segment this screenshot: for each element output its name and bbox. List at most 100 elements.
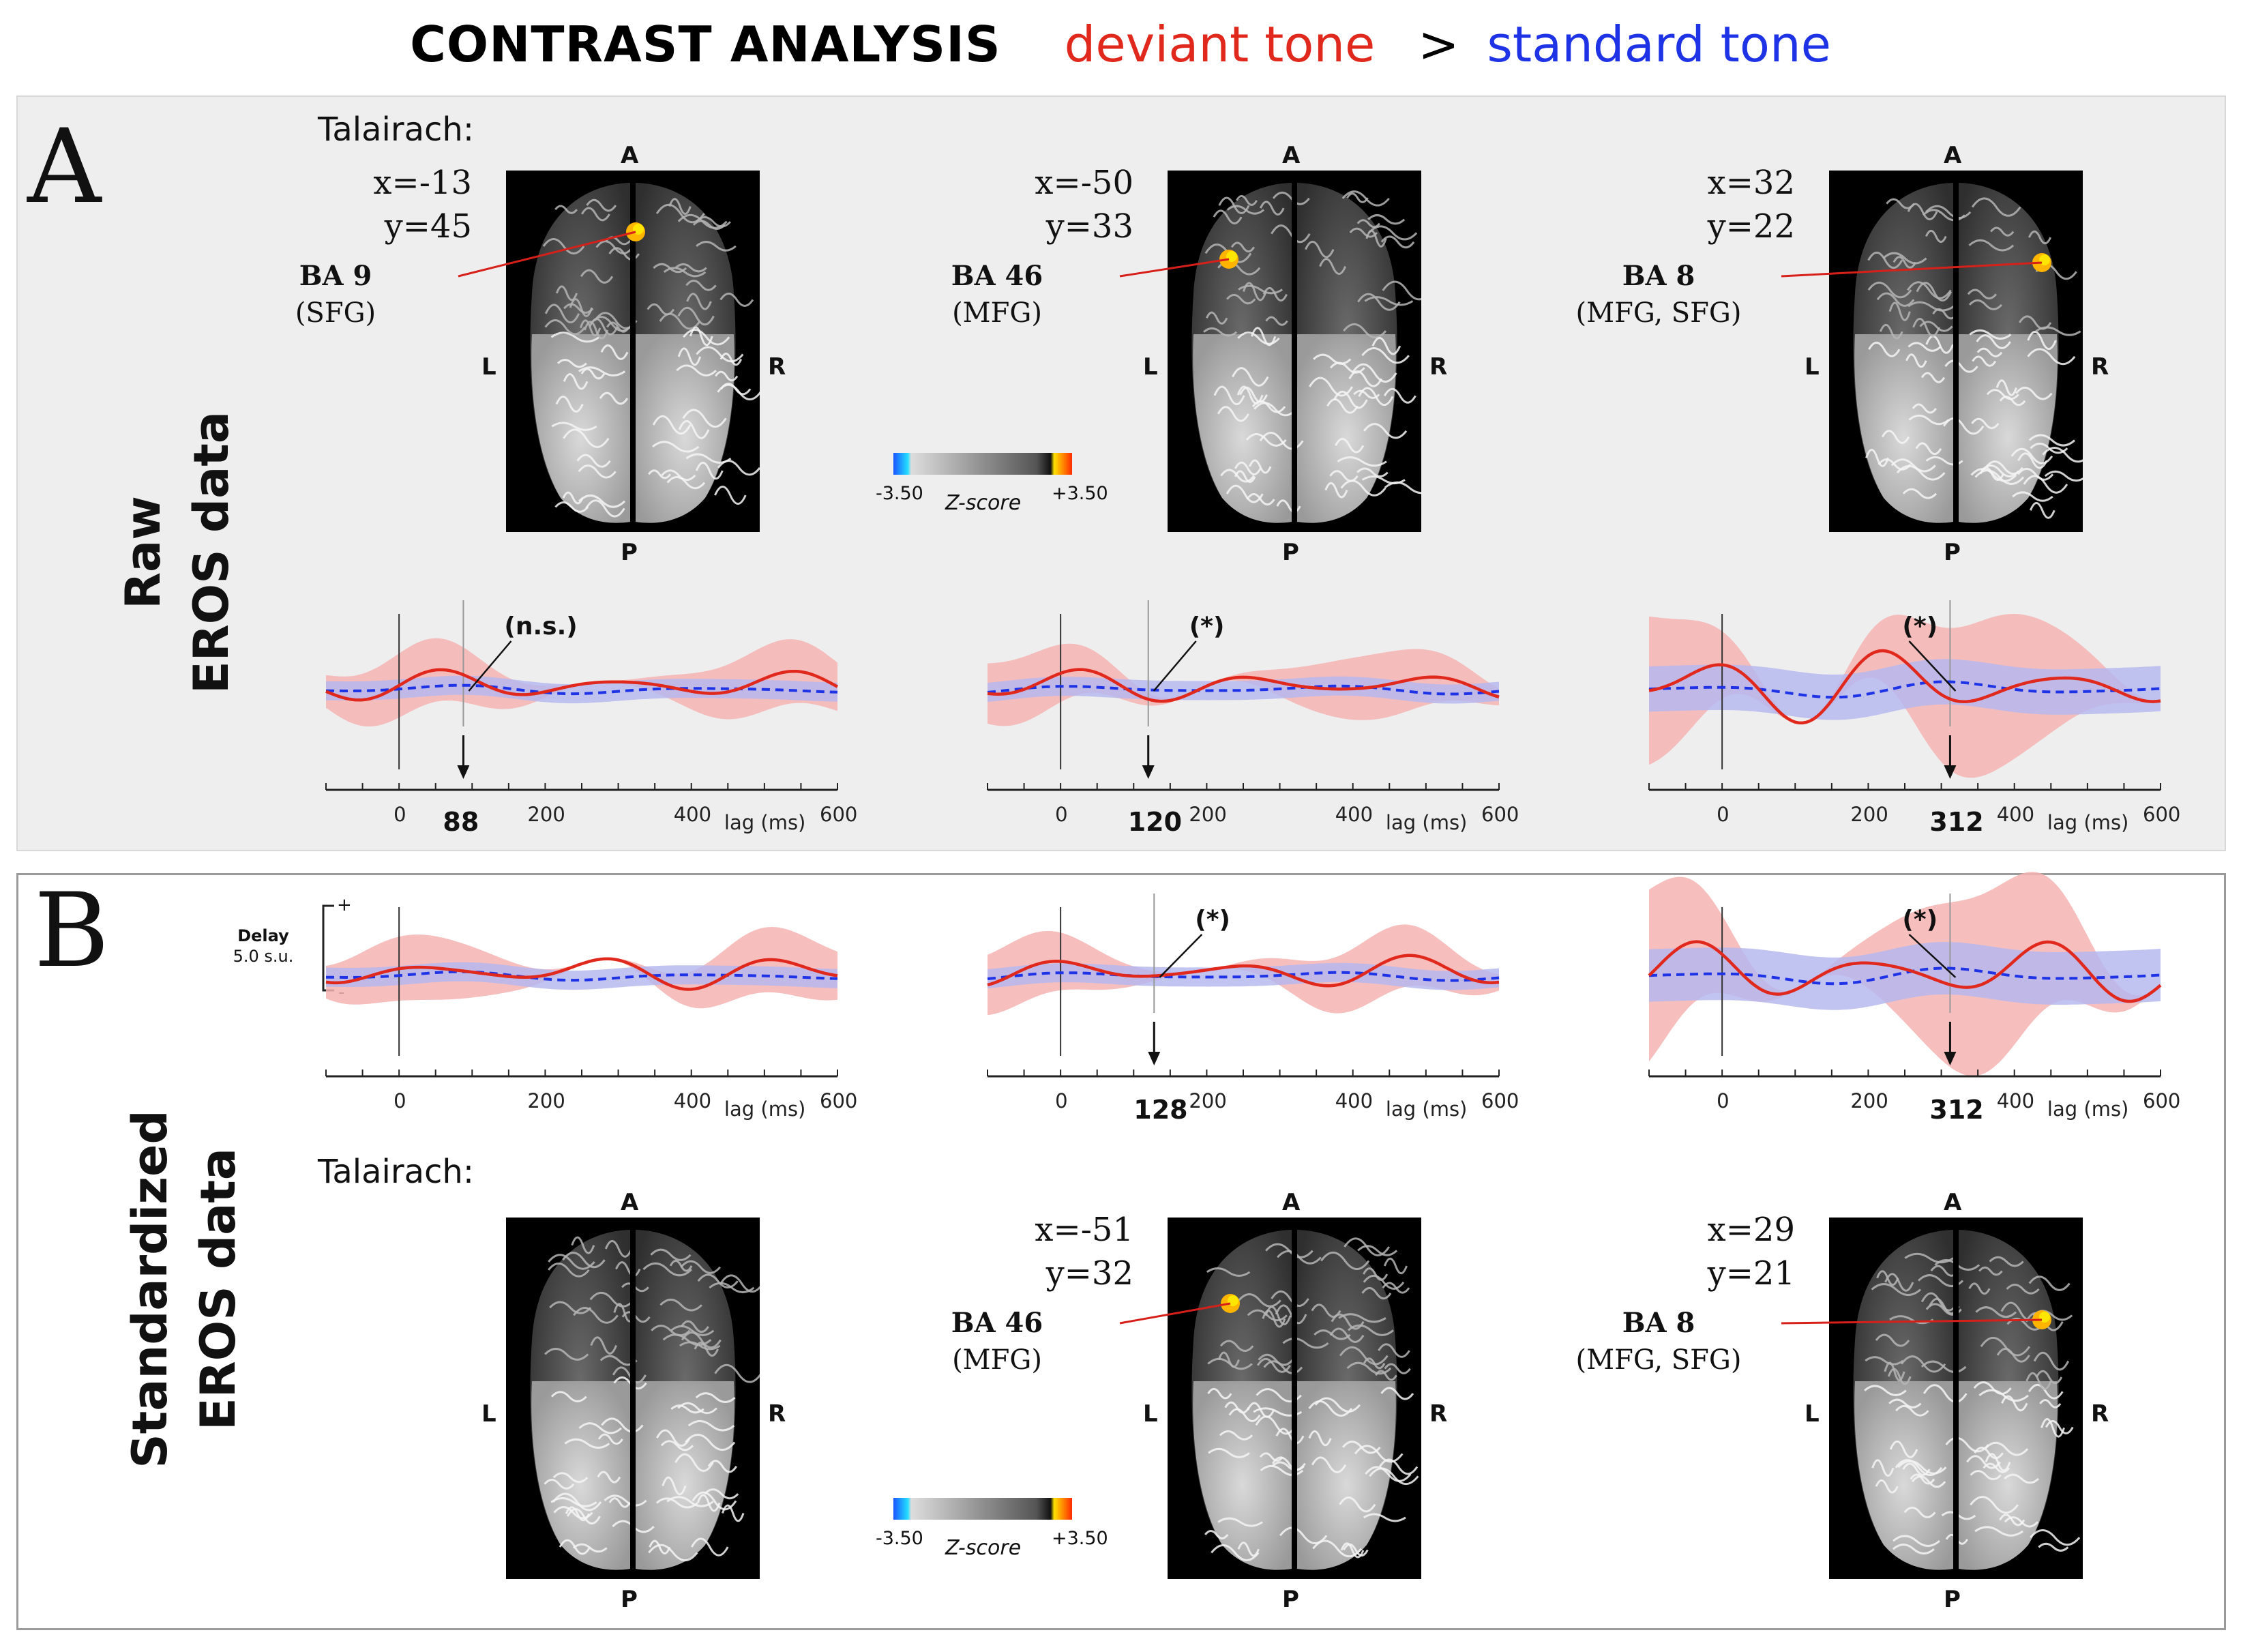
ba-region: (MFG) — [952, 297, 1042, 329]
ba-area: BA 46 — [951, 260, 1043, 292]
leader-line — [1119, 1302, 1231, 1325]
x-tick-label: 0 — [1055, 1089, 1067, 1112]
deviant-series-line — [987, 668, 1500, 703]
brodmann-label: BA 9 (SFG) — [226, 258, 445, 331]
chart-A-2: 0 200 400 600 lag (ms) 120 (*) — [987, 600, 1519, 837]
deviant-series-line — [325, 957, 838, 991]
x-tick-label: 200 — [527, 803, 565, 826]
chart-B-1: 0 200 400 600 lag (ms) — [325, 907, 857, 1121]
brodmann-label: BA 8 (MFG, SFG) — [1549, 1305, 1768, 1378]
brain-svg — [1853, 1224, 2081, 1574]
x-tick-label: 600 — [2143, 1089, 2180, 1112]
title-standard: standard tone — [1487, 16, 1831, 73]
x-tick-label: 0 — [1055, 803, 1067, 826]
deviant-series-line — [1648, 940, 2162, 1003]
orient-left: L — [1143, 1400, 1158, 1428]
x-tick-label: 400 — [674, 803, 711, 826]
orient-posterior: P — [1944, 1586, 1961, 1613]
panel-a-letter: A — [27, 108, 102, 226]
x-tick-label: 600 — [1481, 803, 1519, 826]
coord-y: y=33 — [1045, 207, 1133, 246]
orient-anterior: A — [1282, 1189, 1301, 1216]
orient-right: R — [768, 353, 786, 381]
talairach-coords: x=-50 y=33 — [997, 161, 1133, 248]
orient-left: L — [1805, 353, 1820, 381]
brain-svg — [530, 177, 762, 527]
talairach-coords: x=-51 y=32 — [997, 1208, 1133, 1295]
ba-area: BA 8 — [1622, 1307, 1695, 1339]
leader-line — [1119, 258, 1230, 278]
lag-arrowhead — [1142, 765, 1155, 779]
standard-series-line — [987, 971, 1500, 982]
lag-arrowhead — [1944, 1052, 1957, 1065]
title-main: CONTRAST ANALYSIS — [410, 16, 1001, 73]
orient-right: R — [2091, 353, 2109, 381]
delay-unit: 5.0 s.u. — [233, 947, 294, 966]
x-tick-label: 0 — [394, 1089, 406, 1112]
ba-region: (MFG) — [952, 1344, 1042, 1376]
deviant-ci-band — [326, 927, 837, 1009]
orient-anterior: A — [1944, 142, 1962, 169]
lag-arrowhead — [1944, 765, 1957, 779]
x-tick-label: 200 — [1189, 1089, 1226, 1112]
deviant-ci-band — [988, 643, 1499, 726]
coord-x: x=29 — [1707, 1211, 1795, 1249]
standard-ci-band — [326, 675, 837, 704]
x-tick-label: 200 — [1850, 803, 1888, 826]
orient-anterior: A — [1282, 142, 1301, 169]
x-tick-label: 400 — [674, 1089, 711, 1112]
panel-b-talairach: Talairach: — [318, 1153, 475, 1191]
colorbar-max: +3.50 — [1052, 1528, 1108, 1549]
x-tick-label: 400 — [1335, 1089, 1373, 1112]
brodmann-label: BA 8 (MFG, SFG) — [1549, 258, 1768, 331]
significance-pointer — [1908, 640, 1957, 692]
leader-line — [1781, 261, 2043, 278]
orient-right: R — [1429, 1400, 1448, 1428]
ba-region: (MFG, SFG) — [1575, 297, 1742, 329]
talairach-coords: x=-13 y=45 — [336, 161, 472, 248]
coord-y: y=45 — [384, 207, 472, 246]
ba-region: (MFG, SFG) — [1575, 1344, 1742, 1376]
ba-area: BA 46 — [951, 1307, 1043, 1339]
x-tick-label: 0 — [394, 803, 406, 826]
standard-series-line — [987, 684, 1500, 696]
standard-series-line — [325, 683, 838, 696]
coord-y: y=21 — [1707, 1254, 1795, 1293]
significance-label: (*) — [1902, 906, 1938, 934]
x-tick-label: 0 — [1717, 803, 1729, 826]
leader-line — [458, 231, 636, 278]
deviant-series-line — [325, 668, 839, 702]
orient-posterior: P — [1944, 539, 1961, 566]
brain-svg — [530, 1224, 764, 1574]
zscore-colorbar: -3.50 +3.50 Z-score — [876, 1498, 1108, 1566]
brain-svg — [1191, 1224, 1419, 1574]
x-tick-label: 600 — [820, 803, 857, 826]
orient-posterior: P — [1282, 1586, 1299, 1613]
orient-left: L — [481, 1400, 496, 1428]
standard-series-line — [325, 970, 838, 982]
ba-area: BA 8 — [1622, 260, 1695, 292]
talairach-coords: x=29 y=21 — [1659, 1208, 1795, 1295]
coord-y: y=32 — [1045, 1254, 1133, 1293]
title-greater-than: > — [1418, 16, 1459, 73]
ba-region: (SFG) — [295, 297, 376, 329]
lag-arrowhead — [457, 765, 470, 779]
orient-right: R — [2091, 1400, 2109, 1428]
orient-anterior: A — [621, 142, 639, 169]
x-axis-label: lag (ms) — [1386, 811, 1467, 834]
leader-line — [1781, 1318, 2043, 1325]
x-tick-label: 200 — [527, 1089, 565, 1112]
coord-x: x=-13 — [373, 164, 472, 202]
x-axis-label: lag (ms) — [724, 1097, 805, 1121]
coord-y: y=22 — [1707, 207, 1795, 246]
orient-anterior: A — [621, 1189, 639, 1216]
brain-image — [1168, 171, 1435, 532]
marked-lag-value: 312 — [1929, 1095, 1983, 1125]
x-tick-label: 200 — [1189, 803, 1226, 826]
panel-a-talairach: Talairach: — [318, 110, 475, 149]
marked-lag-value: 120 — [1128, 807, 1182, 837]
x-tick-label: 600 — [820, 1089, 857, 1112]
x-axis-label: lag (ms) — [724, 811, 805, 834]
orient-posterior: P — [1282, 539, 1299, 566]
x-axis-label: lag (ms) — [2047, 1097, 2128, 1121]
